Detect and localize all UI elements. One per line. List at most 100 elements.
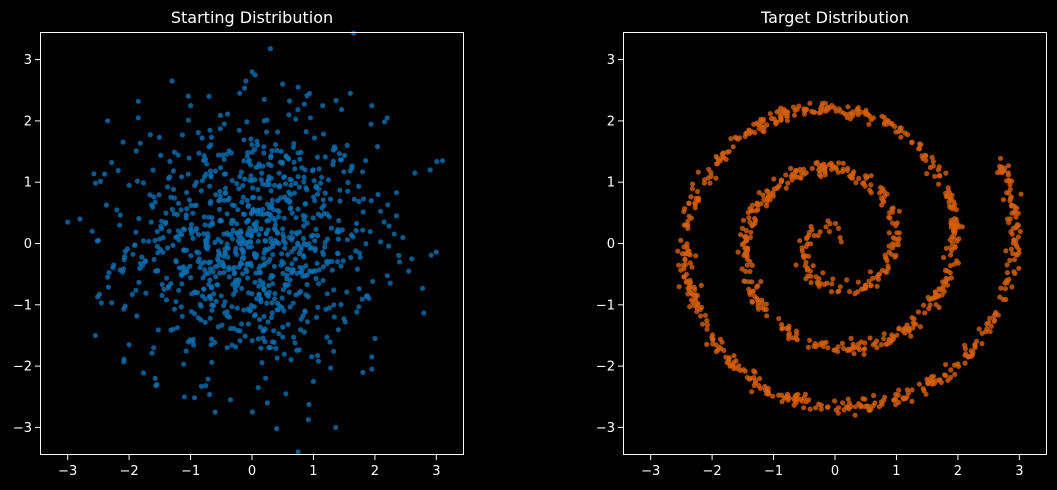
scatter-point xyxy=(167,158,173,165)
scatter-point xyxy=(91,171,97,177)
scatter-point xyxy=(236,127,242,133)
scatter-point xyxy=(749,279,755,285)
scatter-point xyxy=(109,159,115,166)
scatter-point xyxy=(310,232,316,238)
scatter-point xyxy=(856,175,862,181)
scatter-point xyxy=(151,256,157,263)
scatter-point xyxy=(272,296,278,302)
scatter-point xyxy=(266,174,272,180)
scatter-point xyxy=(155,327,161,333)
scatter-point xyxy=(276,331,282,337)
scatter-point xyxy=(709,334,715,340)
scatter-point xyxy=(222,190,228,196)
scatter-point xyxy=(335,250,341,256)
scatter-point xyxy=(285,282,291,288)
scatter-point xyxy=(879,195,885,201)
scatter-point xyxy=(748,208,754,214)
scatter-point xyxy=(866,278,872,284)
scatter-point xyxy=(788,165,794,171)
scatter-point xyxy=(326,214,332,220)
scatter-point xyxy=(369,103,375,109)
scatter-point xyxy=(306,241,312,247)
scatter-point xyxy=(213,274,219,280)
scatter-point xyxy=(314,154,320,160)
scatter-point xyxy=(335,236,341,242)
scatter-point xyxy=(291,159,297,165)
plot-frame xyxy=(623,32,1047,455)
scatter-point xyxy=(1011,269,1017,275)
scatter-point xyxy=(143,290,149,296)
scatter-point xyxy=(322,154,328,160)
scatter-point xyxy=(825,345,831,351)
scatter-point xyxy=(749,262,755,268)
scatter-point xyxy=(292,166,298,172)
scatter-point xyxy=(868,406,874,412)
scatter-point xyxy=(239,247,246,253)
scatter-point xyxy=(244,261,250,267)
scatter-point xyxy=(892,236,898,242)
scatter-point xyxy=(356,183,362,189)
scatter-point xyxy=(920,386,926,392)
scatter-point xyxy=(324,261,330,267)
scatter-point xyxy=(211,291,217,297)
scatter-point xyxy=(1002,280,1008,286)
scatter-point xyxy=(216,251,222,257)
scatter-point xyxy=(862,340,868,346)
scatter-point xyxy=(205,376,211,382)
scatter-point xyxy=(356,304,362,310)
scatter-point xyxy=(238,321,245,327)
scatter-point xyxy=(1013,214,1019,220)
scatter-point xyxy=(755,283,761,289)
scatter-point xyxy=(181,394,187,400)
scatter-point xyxy=(314,314,320,320)
scatter-point xyxy=(249,291,255,297)
scatter-point xyxy=(258,226,264,232)
scatter-point xyxy=(253,223,259,230)
scatter-point xyxy=(809,165,815,172)
scatter-point xyxy=(778,115,784,121)
scatter-point xyxy=(840,400,846,406)
scatter-point xyxy=(301,254,307,260)
scatter-point xyxy=(764,313,770,319)
scatter-point xyxy=(245,149,251,156)
scatter-point xyxy=(758,123,765,129)
scatter-point xyxy=(916,146,922,152)
scatter-point xyxy=(717,158,723,164)
scatter-point xyxy=(893,129,899,135)
scatter-point xyxy=(687,304,693,310)
scatter-point xyxy=(242,85,248,91)
scatter-point xyxy=(837,284,843,290)
scatter-point xyxy=(106,270,112,276)
scatter-point xyxy=(844,277,850,283)
scatter-point xyxy=(757,376,763,382)
scatter-point xyxy=(281,215,287,221)
scatter-point xyxy=(852,291,858,297)
scatter-point xyxy=(810,263,816,269)
scatter-point xyxy=(409,256,415,262)
scatter-point xyxy=(875,276,882,282)
scatter-point xyxy=(845,104,851,110)
scatter-point xyxy=(835,410,841,416)
scatter-point xyxy=(811,232,817,239)
scatter-point xyxy=(274,355,280,361)
scatter-point xyxy=(896,387,902,393)
scatter-point xyxy=(896,325,902,331)
scatter-point xyxy=(363,241,369,247)
scatter-point xyxy=(983,329,989,335)
scatter-point xyxy=(1006,276,1012,282)
scatter-point xyxy=(330,158,336,164)
scatter-point xyxy=(921,302,927,308)
scatter-point xyxy=(776,392,782,398)
scatter-point xyxy=(909,387,915,393)
scatter-point xyxy=(686,200,692,206)
scatter-point xyxy=(904,387,910,393)
scatter-point xyxy=(377,208,384,214)
scatter-point xyxy=(207,315,213,321)
scatter-point xyxy=(297,327,304,333)
scatter-point xyxy=(114,207,120,213)
scatter-point xyxy=(260,282,266,288)
scatter-point xyxy=(255,336,261,342)
scatter-point xyxy=(255,385,261,391)
scatter-point xyxy=(710,341,716,347)
scatter-point xyxy=(852,412,858,418)
